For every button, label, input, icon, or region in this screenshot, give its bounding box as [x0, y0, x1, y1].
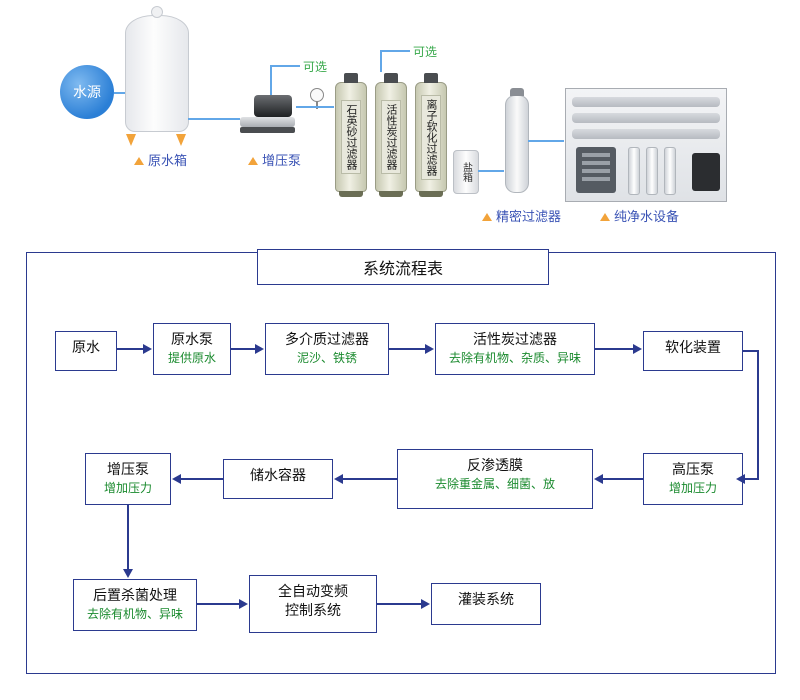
node-filling-system: 灌装系统: [431, 583, 541, 625]
node-hp-pump: 高压泵 增加压力: [643, 453, 743, 505]
gauge-icon: [310, 88, 324, 102]
booster-pump-icon: [240, 95, 295, 135]
node-title: 全自动变频 控制系统: [256, 582, 370, 620]
softener-filter-icon: 离子软化过滤器: [415, 82, 447, 192]
equipment-illustration: 水源 原水箱 增压泵 可选 石英砂过滤器 活性炭过滤器 离子软化过滤器 盐箱 可…: [60, 10, 740, 240]
node-raw-pump: 原水泵 提供原水: [153, 323, 231, 375]
raw-water-tank-icon: [125, 15, 189, 132]
node-title: 反渗透膜: [404, 456, 586, 475]
optional-label: 可选: [413, 43, 437, 60]
ro-equipment-icon: [565, 88, 727, 202]
softener-filter-label: 离子软化过滤器: [421, 95, 441, 180]
node-subtitle: 提供原水: [160, 351, 224, 367]
node-title: 增压泵: [92, 460, 164, 479]
node-raw-water: 原水: [55, 331, 117, 371]
node-subtitle: 增加压力: [650, 481, 736, 497]
raw-tank-label: 原水箱: [134, 150, 187, 169]
node-control-system: 全自动变频 控制系统: [249, 575, 377, 633]
node-booster-pump: 增压泵 增加压力: [85, 453, 171, 505]
node-title: 软化装置: [650, 338, 736, 357]
node-title: 原水泵: [160, 330, 224, 349]
link-line: [270, 65, 300, 67]
node-subtitle: 泥沙、铁锈: [272, 351, 382, 367]
node-title: 原水: [62, 338, 110, 357]
node-title: 灌装系统: [438, 590, 534, 609]
link-line: [296, 106, 334, 108]
node-subtitle: 去除重金属、细菌、放: [404, 477, 586, 493]
carbon-filter-icon: 活性炭过滤器: [375, 82, 407, 192]
link-line: [478, 170, 504, 172]
link-line: [528, 140, 564, 142]
salt-tank-icon: 盐箱: [453, 150, 479, 194]
node-storage: 储水容器: [223, 459, 333, 499]
node-subtitle: 去除有机物、杂质、异味: [442, 351, 588, 367]
quartz-filter-icon: 石英砂过滤器: [335, 82, 367, 192]
link-line: [188, 118, 240, 120]
precision-filter-label: 精密过滤器: [482, 206, 561, 225]
tank-legs-icon: [122, 130, 190, 146]
water-source-icon: 水源: [60, 65, 114, 119]
link-line: [380, 50, 382, 72]
link-line: [270, 65, 272, 95]
node-title: 储水容器: [230, 466, 326, 485]
node-ro-membrane: 反渗透膜 去除重金属、细菌、放: [397, 449, 593, 509]
quartz-filter-label: 石英砂过滤器: [341, 100, 361, 174]
flowchart-frame: 系统流程表 原水 原水泵 提供原水 多介质过滤器 泥沙、铁锈 活性炭过滤器 去除…: [26, 252, 776, 674]
node-title: 高压泵: [650, 460, 736, 479]
node-title: 后置杀菌处理: [80, 586, 190, 605]
flowchart-title: 系统流程表: [257, 249, 549, 285]
link-line: [380, 50, 410, 52]
salt-tank-label: 盐箱: [459, 162, 474, 182]
ro-equipment-label: 纯净水设备: [600, 206, 679, 225]
optional-label: 可选: [303, 58, 327, 75]
node-title: 活性炭过滤器: [442, 330, 588, 349]
precision-filter-icon: [505, 95, 529, 193]
booster-pump-label: 增压泵: [248, 150, 301, 169]
node-carbon-filter: 活性炭过滤器 去除有机物、杂质、异味: [435, 323, 595, 375]
node-multimedia-filter: 多介质过滤器 泥沙、铁锈: [265, 323, 389, 375]
node-subtitle: 去除有机物、异味: [80, 607, 190, 623]
node-title: 多介质过滤器: [272, 330, 382, 349]
carbon-filter-label: 活性炭过滤器: [381, 100, 401, 174]
node-softener: 软化装置: [643, 331, 743, 371]
node-subtitle: 增加压力: [92, 481, 164, 497]
node-sterilize: 后置杀菌处理 去除有机物、异味: [73, 579, 197, 631]
